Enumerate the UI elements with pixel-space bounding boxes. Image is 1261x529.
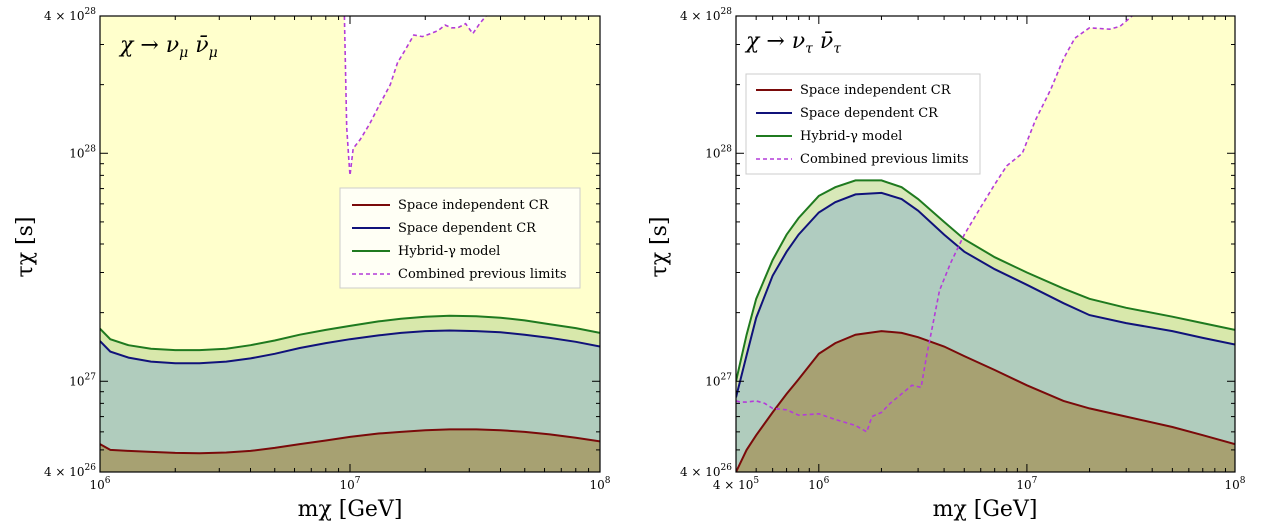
fill-space-independent-cr — [736, 331, 1235, 472]
plot-area-nutau: 4 × 105 106 107 108 4 × 1026 1027 1028 4 × 1028 — [680, 7, 1246, 492]
y-tick-label: 4 × 1026 — [44, 463, 96, 479]
legend-nutau: Space independent CR Space dependent CR … — [745, 73, 981, 175]
x-axis-label-nutau: mχ [GeV] — [933, 497, 1038, 522]
panel-title-nutau: χ → ντ ν̄τ — [744, 29, 841, 57]
x-tick-label: 108 — [589, 476, 610, 492]
y-tick-label: 4 × 1028 — [44, 7, 96, 23]
series-line-combined-previous-limits — [343, 16, 487, 176]
x-tick-label: 107 — [1016, 476, 1037, 492]
legend-label-space-independent: Space independent CR — [800, 83, 952, 98]
y-tick-label: 1028 — [705, 144, 732, 160]
panel-numu: 106 107 108 4 × 1026 1027 1028 4 × 1028 χ → νμ… — [13, 7, 611, 522]
y-tick-label: 4 × 1028 — [680, 7, 732, 23]
series-line-space-dependent-cr — [100, 329, 600, 365]
series-line-space-independent-cr — [736, 330, 1235, 472]
unconstrained-region — [344, 16, 487, 176]
x-tick-label: 107 — [339, 476, 360, 492]
legend-label-hybrid: Hybrid-γ model — [398, 244, 500, 259]
y-tick-label: 1027 — [69, 372, 96, 388]
legend-label-space-dependent: Space dependent CR — [398, 221, 537, 236]
x-tick-label: 108 — [1224, 476, 1245, 492]
y-axis-label-nutau: τχ [s] — [647, 217, 672, 278]
legend-numu: Space independent CR Space dependent CR … — [339, 187, 581, 289]
plot-content — [736, 16, 1235, 472]
legend-label-space-dependent: Space dependent CR — [800, 106, 939, 121]
ticks — [99, 15, 601, 473]
y-axis-label-numu: τχ [s] — [13, 217, 38, 278]
x-tick-label: 106 — [89, 476, 110, 492]
series-line-hybrid-model — [736, 179, 1235, 382]
series-line-combined-previous-limits — [736, 16, 1133, 434]
series-line-hybrid-model — [100, 314, 600, 352]
series-line-space-dependent-cr — [736, 191, 1235, 398]
panel-nutau: 4 × 105 106 107 108 4 × 1026 1027 1028 4 × 1028… — [647, 7, 1246, 522]
x-tick-label: 106 — [808, 476, 829, 492]
y-tick-label: 4 × 1026 — [680, 463, 732, 479]
legend-label-space-independent: Space independent CR — [398, 198, 550, 213]
ticks — [735, 15, 1236, 473]
fill-space-independent-cr — [100, 429, 600, 472]
legend-label-combined: Combined previous limits — [800, 152, 969, 167]
panel-title-numu: χ → νμ ν̄μ — [118, 33, 218, 61]
y-tick-label: 1028 — [69, 144, 96, 160]
series-line-space-independent-cr — [100, 428, 600, 455]
x-axis-label-numu: mχ [GeV] — [298, 497, 403, 522]
legend-label-hybrid: Hybrid-γ model — [800, 129, 902, 144]
x-tick-label: 4 × 105 — [713, 476, 760, 492]
legend-label-combined: Combined previous limits — [398, 267, 567, 282]
y-tick-label: 1027 — [705, 372, 732, 388]
